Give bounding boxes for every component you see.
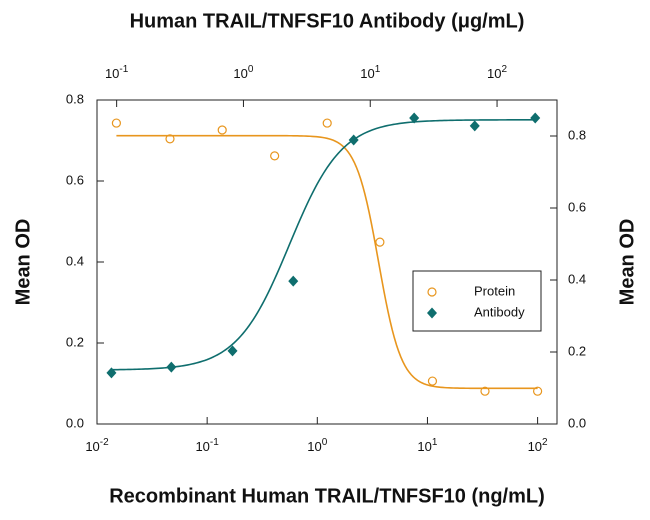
legend-label: Antibody xyxy=(474,304,525,319)
yticks-tick-label: 0.4 xyxy=(66,253,84,268)
fit-curve xyxy=(116,134,538,390)
x2ticks-tick-label: 100 xyxy=(233,64,253,82)
legend-box xyxy=(412,270,542,332)
tick-base: 10 xyxy=(487,66,501,81)
xticks-tick-label: 101 xyxy=(417,437,437,455)
data-point xyxy=(480,386,490,396)
fit-curve xyxy=(111,119,536,371)
x2ticks-tick-label: 102 xyxy=(487,64,507,82)
data-point xyxy=(469,120,480,132)
data-point xyxy=(217,125,227,135)
legend-marker xyxy=(427,287,437,297)
tick-base: 10 xyxy=(528,439,542,454)
data-point xyxy=(427,376,438,386)
y2-axis-title: Mean OD xyxy=(616,219,638,306)
y2ticks-tick-label: 0.8 xyxy=(568,127,586,142)
tick-exponent: -2 xyxy=(100,437,109,448)
y2ticks-tick-label: 0.6 xyxy=(568,199,586,214)
data-point xyxy=(106,367,117,379)
tick-base: 10 xyxy=(195,439,209,454)
yticks-tick-label: 0.0 xyxy=(66,415,84,430)
data-point xyxy=(322,118,332,128)
x-axis-title: Recombinant Human TRAIL/TNFSF10 (ng/mL) xyxy=(109,485,545,507)
xticks-tick-label: 10-2 xyxy=(85,437,109,455)
tick-exponent: 1 xyxy=(375,64,381,75)
xticks-tick-label: 100 xyxy=(307,437,327,455)
data-point xyxy=(348,134,359,146)
yticks-tick-label: 0.2 xyxy=(66,334,84,349)
xticks-tick-label: 102 xyxy=(528,437,548,455)
tick-base: 10 xyxy=(105,66,119,81)
yticks-tick-label: 0.6 xyxy=(66,172,84,187)
legend-marker xyxy=(427,307,437,319)
tick-base: 10 xyxy=(307,439,321,454)
data-point xyxy=(165,134,175,144)
data-point xyxy=(288,275,299,287)
data-point xyxy=(227,345,238,357)
data-point xyxy=(111,118,121,128)
data-point xyxy=(270,151,280,161)
legend-label: Protein xyxy=(474,283,515,298)
tick-base: 10 xyxy=(85,439,99,454)
tick-exponent: 0 xyxy=(248,64,254,75)
y2ticks-tick-label: 0.2 xyxy=(568,343,586,358)
yticks-tick-label: 0.8 xyxy=(66,91,84,106)
y2ticks-tick-label: 0.4 xyxy=(568,271,586,286)
tick-exponent: -1 xyxy=(210,437,219,448)
tick-exponent: 0 xyxy=(322,437,328,448)
x2ticks-tick-label: 10-1 xyxy=(105,64,129,82)
data-point xyxy=(166,361,177,373)
data-point xyxy=(409,112,420,124)
x2ticks-tick-label: 101 xyxy=(360,64,380,82)
data-point xyxy=(530,112,541,124)
tick-base: 10 xyxy=(360,66,374,81)
data-point xyxy=(533,386,543,396)
top-axis-title: Human TRAIL/TNFSF10 Antibody (μg/mL) xyxy=(130,10,525,32)
tick-base: 10 xyxy=(417,439,431,454)
y-axis-title: Mean OD xyxy=(12,219,34,306)
plot-frame xyxy=(96,99,558,425)
tick-exponent: -1 xyxy=(119,64,128,75)
data-point xyxy=(375,237,385,247)
tick-base: 10 xyxy=(233,66,247,81)
tick-exponent: 2 xyxy=(542,437,548,448)
xticks-tick-label: 10-1 xyxy=(195,437,219,455)
tick-exponent: 1 xyxy=(432,437,438,448)
tick-exponent: 2 xyxy=(502,64,508,75)
y2ticks-tick-label: 0.0 xyxy=(568,415,586,430)
